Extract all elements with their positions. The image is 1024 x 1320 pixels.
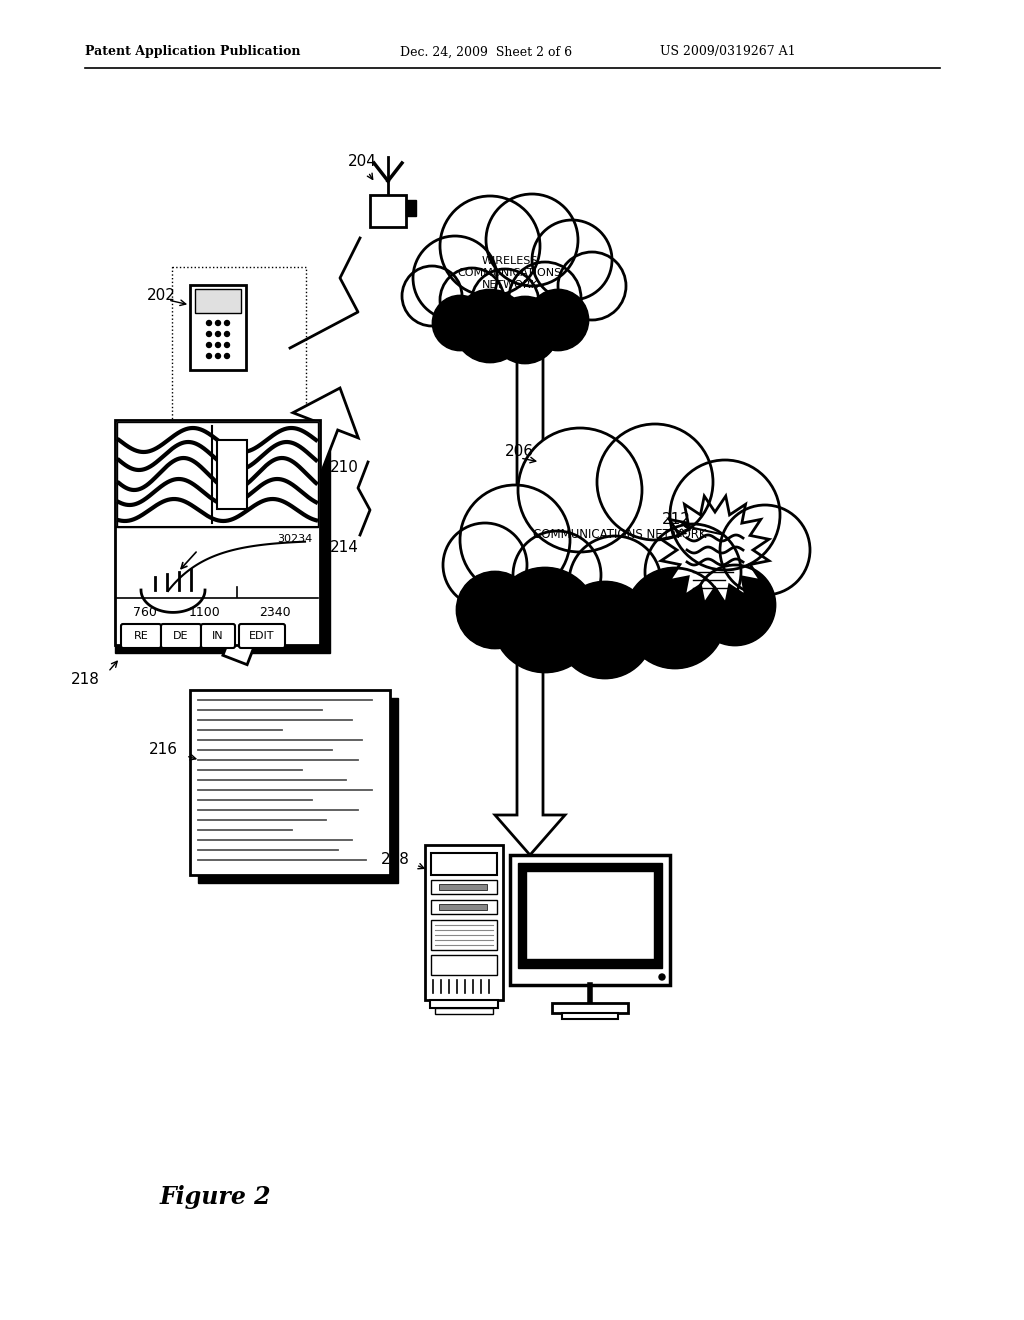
Bar [431,954,497,975]
Circle shape [670,459,780,570]
FancyBboxPatch shape [161,624,201,648]
Circle shape [215,354,220,359]
Text: RE: RE [133,631,148,642]
Polygon shape [495,355,565,855]
Bar [370,195,406,227]
Circle shape [695,565,775,645]
Text: 760: 760 [133,606,157,619]
FancyBboxPatch shape [239,624,285,648]
Bar [217,440,247,510]
Text: EDIT: EDIT [249,631,274,642]
Circle shape [207,331,212,337]
Text: Figure 2: Figure 2 [160,1185,271,1209]
Bar [190,690,390,875]
Text: WIRELESS
COMMUNICATIONS
NETWORK: WIRELESS COMMUNICATIONS NETWORK [458,256,562,289]
Circle shape [532,220,612,300]
Circle shape [569,536,662,628]
Circle shape [486,194,578,286]
Text: DE: DE [173,631,188,642]
Circle shape [443,523,527,607]
Bar [439,884,487,890]
Text: 214: 214 [330,540,358,556]
Circle shape [460,484,570,595]
FancyBboxPatch shape [201,624,234,648]
Bar [430,1001,498,1008]
Circle shape [215,331,220,337]
Bar [526,871,654,960]
Bar [115,420,330,653]
Text: 2340: 2340 [259,606,291,619]
Bar [431,880,497,894]
Circle shape [440,195,540,296]
Circle shape [558,252,626,319]
Polygon shape [223,388,358,665]
Circle shape [215,342,220,347]
Text: 216: 216 [150,742,178,758]
Circle shape [557,582,653,678]
Bar [190,285,246,370]
Circle shape [471,269,539,337]
Circle shape [457,572,534,648]
Circle shape [528,290,588,350]
Circle shape [207,342,212,347]
Bar [195,289,241,313]
Text: 1100: 1100 [189,606,221,619]
Text: Patent Application Publication: Patent Application Publication [85,45,300,58]
Circle shape [224,321,229,326]
FancyBboxPatch shape [121,624,161,648]
Bar [431,853,497,875]
Circle shape [207,321,212,326]
Text: IN: IN [212,631,224,642]
Text: 204: 204 [348,154,377,169]
Circle shape [224,331,229,337]
Circle shape [513,531,601,619]
Text: 202: 202 [147,288,176,302]
Circle shape [625,568,725,668]
Bar [518,863,662,968]
Text: COMMUNICATIONS NETWORK: COMMUNICATIONS NETWORK [534,528,707,541]
Polygon shape [662,496,769,605]
Circle shape [509,261,581,334]
Circle shape [645,524,741,620]
Circle shape [493,568,597,672]
Bar [562,1012,618,1019]
Text: US 2009/0319267 A1: US 2009/0319267 A1 [660,45,796,58]
Circle shape [207,354,212,359]
Bar [425,845,503,1001]
Bar [435,1008,493,1014]
Circle shape [518,428,642,552]
Bar [552,1003,628,1012]
Circle shape [413,236,497,319]
Circle shape [597,424,713,540]
Text: 218: 218 [71,672,100,688]
Bar [510,855,670,985]
Circle shape [215,321,220,326]
Circle shape [224,354,229,359]
Text: 208: 208 [381,853,410,867]
Circle shape [440,268,504,333]
Circle shape [402,267,462,326]
Text: Dec. 24, 2009  Sheet 2 of 6: Dec. 24, 2009 Sheet 2 of 6 [400,45,572,58]
Text: 212: 212 [662,512,691,528]
Bar [431,900,497,913]
Circle shape [433,296,487,350]
Bar [406,201,416,216]
Circle shape [454,290,526,362]
Bar [117,422,318,527]
Bar [431,920,497,950]
Circle shape [224,342,229,347]
Bar [172,267,306,507]
Circle shape [492,297,558,363]
Text: 210: 210 [330,461,358,475]
Bar [439,904,487,909]
Text: 30234: 30234 [276,535,312,544]
Text: 206: 206 [505,445,534,459]
Circle shape [659,974,665,979]
Bar [198,698,398,883]
Bar [115,420,319,645]
Circle shape [720,506,810,595]
